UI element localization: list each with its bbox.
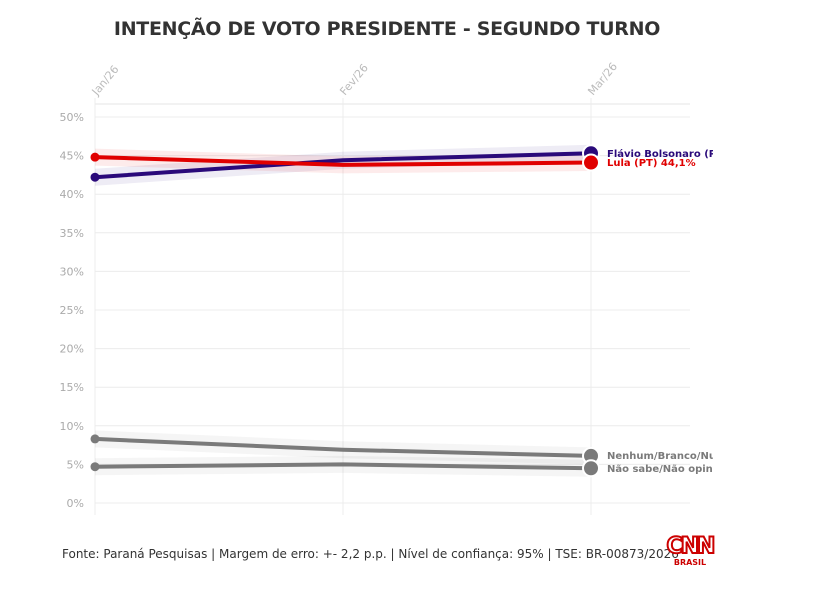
y-tick-label: 15%: [60, 381, 84, 394]
logo-sub: BRASIL: [673, 558, 707, 567]
y-tick-label: 50%: [60, 111, 84, 124]
x-tick-label: Fev/26: [337, 61, 371, 97]
y-tick-label: 0%: [67, 497, 84, 510]
x-tick-label: Mar/26: [585, 60, 620, 98]
y-tick-label: 20%: [60, 343, 84, 356]
logo-main: CNN: [666, 534, 717, 559]
error-band: [95, 430, 591, 465]
chart-title: INTENÇÃO DE VOTO PRESIDENTE - SEGUNDO TU…: [113, 18, 661, 40]
source-note: Fonte: Paraná Pesquisas | Margem de erro…: [62, 547, 679, 561]
y-tick-label: 25%: [60, 304, 84, 317]
y-tick-label: 5%: [67, 458, 84, 471]
series-line: [94, 462, 592, 471]
y-tick-label: 35%: [60, 227, 84, 240]
series-label: Nenhum/Branco/Nulo: [607, 451, 726, 462]
y-tick-label: 30%: [60, 265, 84, 278]
end-point: [582, 459, 600, 478]
series-label: Lula (PT) 44,1%: [607, 158, 696, 169]
series-label: Flávio Bolsonaro (PL): [607, 148, 727, 160]
start-point: [90, 152, 100, 162]
series-line: [94, 155, 592, 167]
y-tick-label: 45%: [60, 150, 84, 163]
x-tick-label: Jan/26: [89, 63, 122, 99]
series-line: [94, 436, 592, 458]
series-line: [94, 151, 592, 180]
start-point: [90, 434, 100, 444]
cnn-brasil-logo: CNN BRASIL: [664, 534, 717, 568]
start-point: [90, 172, 100, 182]
y-tick-label: 40%: [60, 188, 84, 201]
y-tick-label: 10%: [60, 420, 84, 433]
end-point: [582, 153, 600, 172]
series-label: Não sabe/Não opinou: [607, 464, 727, 475]
start-point: [90, 462, 100, 472]
